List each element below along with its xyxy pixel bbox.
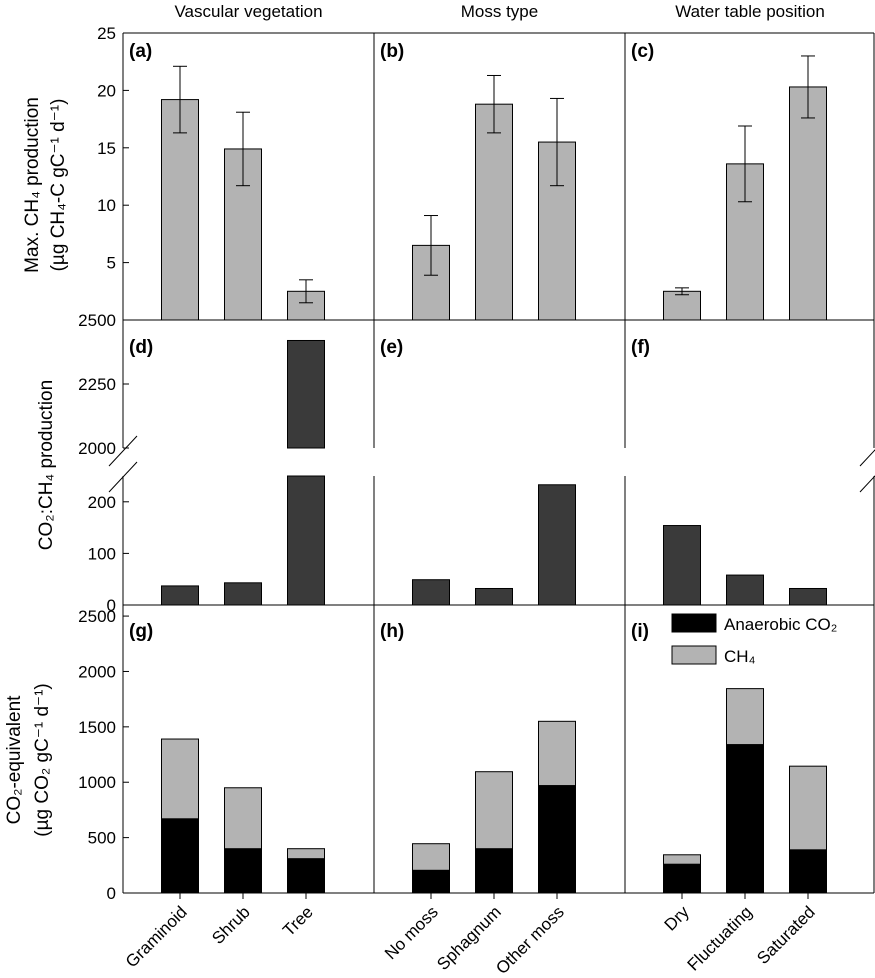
bar-ch4 (789, 765, 827, 851)
panel-label: (c) (631, 41, 654, 62)
panel-label: (h) (380, 621, 404, 642)
y-axis-title: (µg CO₂ gC⁻¹ d⁻¹) (32, 683, 53, 836)
y-axis-title: CO₂-equivalent (4, 695, 25, 825)
panel-label: (e) (380, 337, 403, 358)
bar (287, 339, 325, 449)
x-tick-label: Other moss (492, 902, 568, 978)
y-tick-label: 15 (97, 139, 116, 158)
y-tick-label: 2000 (78, 662, 116, 681)
y-tick-label: 1000 (78, 773, 116, 792)
bar-anaerobic-co2 (726, 744, 764, 894)
y-tick-label: 0 (107, 596, 116, 615)
x-tick-label: Graminoid (122, 902, 191, 971)
bar (538, 484, 576, 606)
bar (789, 86, 827, 321)
y-tick-label: 100 (88, 544, 116, 563)
bar (161, 99, 199, 321)
y-axis-title: (µg CH₄-C gC⁻¹ d⁻¹) (48, 99, 69, 272)
bar-marks (161, 55, 827, 894)
bar-ch4 (224, 787, 262, 850)
y-tick-label: 2500 (78, 607, 116, 626)
bar-anaerobic-co2 (475, 848, 513, 894)
x-tick-label: Tree (279, 902, 317, 940)
legend-label-anaerobic-co2: Anaerobic CO₂ (724, 615, 837, 634)
y-tick-label: 500 (88, 829, 116, 848)
y-tick-label: 2500 (78, 311, 116, 330)
y-tick-label: 2250 (78, 375, 116, 394)
bar-anaerobic-co2 (287, 858, 325, 894)
y-tick-label: 0 (107, 884, 116, 903)
bar-anaerobic-co2 (538, 785, 576, 894)
y-tick-label: 10 (97, 196, 116, 215)
column-title: Water table position (675, 2, 825, 21)
bar-ch4 (475, 771, 513, 850)
panel-label: (a) (129, 41, 152, 62)
legend-swatch-anaerobic-co2 (671, 613, 717, 633)
bar-ch4 (538, 720, 576, 787)
bar-anaerobic-co2 (412, 869, 450, 894)
bar (287, 475, 325, 606)
y-tick-label: 20 (97, 81, 116, 100)
bar (663, 290, 701, 321)
bar-ch4 (663, 854, 701, 865)
y-tick-label: 5 (107, 254, 116, 273)
y-axis-title: CO₂:CH₄ production (36, 380, 57, 550)
legend-swatch-ch4 (671, 645, 717, 665)
axis-break-mark (108, 461, 138, 493)
x-tick-label: Dry (661, 902, 693, 934)
x-tick-label: Shrub (208, 902, 254, 948)
bar-ch4 (412, 843, 450, 871)
legend: Anaerobic CO₂ CH₄ (671, 613, 837, 666)
x-tick-label: Fluctuating (684, 902, 756, 974)
y-tick-label: 200 (88, 493, 116, 512)
axis-break-mark (859, 475, 875, 493)
axis-break-mark (859, 449, 875, 467)
panel-label: (d) (129, 337, 153, 358)
bar-anaerobic-co2 (161, 818, 199, 894)
bar (475, 103, 513, 321)
bar (161, 585, 199, 606)
panel-label: (f) (631, 337, 650, 358)
y-tick-label: 2000 (78, 439, 116, 458)
bar (475, 587, 513, 606)
x-tick-label: Saturated (753, 902, 819, 968)
y-tick-label: 1500 (78, 718, 116, 737)
panel-label: (b) (380, 41, 404, 62)
bar (726, 574, 764, 606)
y-axis-title: Max. CH₄ production (22, 97, 43, 273)
panel-label: (i) (631, 621, 649, 642)
y-tick-label: 25 (97, 24, 116, 43)
column-title: Moss type (461, 2, 538, 21)
bar-anaerobic-co2 (789, 849, 827, 894)
column-title: Vascular vegetation (174, 2, 322, 21)
bar-anaerobic-co2 (663, 863, 701, 894)
bar-ch4 (161, 738, 199, 820)
bar (224, 582, 262, 606)
panel-frames (108, 32, 875, 899)
axis-break-mark (108, 435, 138, 467)
bar-ch4 (287, 848, 325, 860)
bar-anaerobic-co2 (224, 848, 262, 894)
legend-label-ch4: CH₄ (724, 647, 756, 666)
panel-label: (g) (129, 621, 153, 642)
bar (412, 579, 450, 606)
x-tick-label: No moss (381, 902, 442, 963)
bar-ch4 (726, 688, 764, 746)
bar (789, 587, 827, 606)
bar (663, 525, 701, 606)
